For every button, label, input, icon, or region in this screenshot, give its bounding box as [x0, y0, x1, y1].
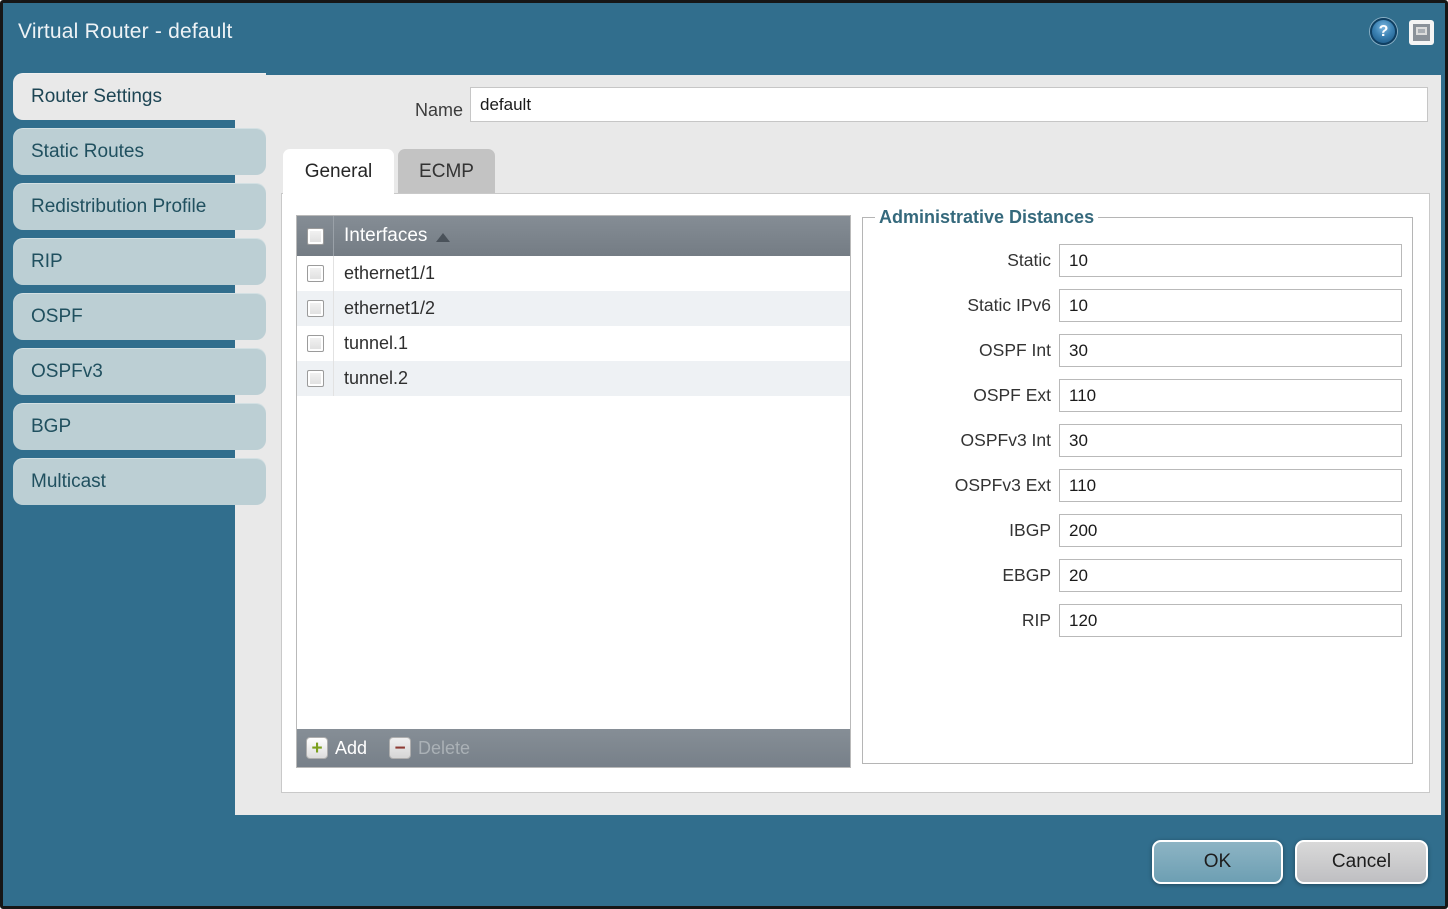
rip-input[interactable]: [1059, 604, 1402, 637]
admin-field-row: EBGP: [873, 559, 1402, 592]
tab-ecmp[interactable]: ECMP: [398, 149, 495, 194]
sidebar-item-label: Multicast: [31, 470, 106, 492]
name-label: Name: [414, 100, 463, 120]
interfaces-header[interactable]: Interfaces: [297, 216, 850, 256]
sidebar-item-label: BGP: [31, 415, 72, 437]
admin-field-row: OSPFv3 Ext: [873, 469, 1402, 502]
ospf-ext-input[interactable]: [1059, 379, 1402, 412]
admin-field-row: OSPF Int: [873, 334, 1402, 367]
tab-general-label: General: [304, 160, 373, 182]
admin-field-row: Static: [873, 244, 1402, 277]
static-input[interactable]: [1059, 244, 1402, 277]
name-input[interactable]: [470, 87, 1428, 122]
row-checkbox[interactable]: [306, 335, 324, 352]
sidebar-item-label: Static Routes: [31, 140, 144, 162]
ospfv3-ext-label: OSPFv3 Ext: [954, 475, 1051, 495]
sidebar-item-label: OSPF: [31, 305, 83, 327]
interfaces-table: Interfaces ethernet1/1 ethernet1/2 tunne…: [296, 215, 851, 768]
row-checkbox[interactable]: [306, 300, 324, 317]
ospf-ext-label: OSPF Ext: [973, 385, 1051, 405]
ospfv3-ext-input[interactable]: [1059, 469, 1402, 502]
dialog-title: Virtual Router - default: [18, 20, 233, 43]
sidebar-item-multicast[interactable]: Multicast: [13, 458, 266, 505]
administrative-distances-title: Administrative Distances: [879, 207, 1095, 227]
select-all-checkbox[interactable]: [306, 227, 324, 245]
sidebar-item-redistribution-profile[interactable]: Redistribution Profile: [13, 183, 266, 230]
sidebar-item-label: OSPFv3: [31, 360, 103, 382]
add-icon: +: [306, 737, 328, 759]
table-row[interactable]: ethernet1/2: [297, 291, 850, 326]
interface-name: ethernet1/2: [344, 298, 436, 318]
ospf-int-input[interactable]: [1059, 334, 1402, 367]
window-icon-frame: [1413, 24, 1430, 41]
ospf-int-label: OSPF Int: [979, 340, 1051, 360]
add-button[interactable]: + Add: [306, 737, 367, 759]
sidebar-item-router-settings[interactable]: Router Settings: [13, 73, 266, 120]
delete-button-label: Delete: [418, 737, 471, 758]
main-panel: Name ECMP General Interfaces: [235, 75, 1441, 815]
ibgp-label: IBGP: [1009, 520, 1051, 540]
sidebar-item-label: Router Settings: [31, 85, 162, 107]
sidebar-item-ospfv3[interactable]: OSPFv3: [13, 348, 266, 395]
sidebar-item-rip[interactable]: RIP: [13, 238, 266, 285]
row-checkbox[interactable]: [306, 265, 324, 282]
table-row[interactable]: tunnel.2: [297, 361, 850, 396]
admin-field-row: Static IPv6: [873, 289, 1402, 322]
ibgp-input[interactable]: [1059, 514, 1402, 547]
interfaces-body: ethernet1/1 ethernet1/2 tunnel.1 tunnel.…: [297, 256, 850, 729]
static-label: Static: [1007, 250, 1051, 270]
sidebar-item-ospf[interactable]: OSPF: [13, 293, 266, 340]
table-row[interactable]: tunnel.1: [297, 326, 850, 361]
ebgp-label: EBGP: [1002, 565, 1051, 585]
interface-name: ethernet1/1: [344, 263, 436, 283]
static-ipv6-input[interactable]: [1059, 289, 1402, 322]
sidebar-item-label: Redistribution Profile: [31, 195, 207, 217]
sidebar-item-static-routes[interactable]: Static Routes: [13, 128, 266, 175]
table-row[interactable]: ethernet1/1: [297, 256, 850, 291]
table-footer: + Add − Delete: [297, 729, 850, 767]
help-icon[interactable]: ?: [1370, 18, 1397, 45]
admin-field-row: OSPFv3 Int: [873, 424, 1402, 457]
ok-button-label: OK: [1203, 851, 1232, 872]
ebgp-input[interactable]: [1059, 559, 1402, 592]
ospfv3-int-label: OSPFv3 Int: [960, 430, 1051, 450]
rip-label: RIP: [1021, 610, 1051, 630]
static-ipv6-label: Static IPv6: [967, 295, 1051, 315]
help-icon-glyph: ?: [1378, 22, 1389, 40]
sidebar-item-bgp[interactable]: BGP: [13, 403, 266, 450]
window-icon[interactable]: [1409, 20, 1434, 45]
ok-button[interactable]: OK: [1152, 840, 1283, 884]
cancel-button[interactable]: Cancel: [1295, 840, 1428, 884]
window-icon-pane: [1416, 27, 1427, 35]
sidebar: Router Settings Static Routes Redistribu…: [13, 73, 266, 505]
tab-ecmp-label: ECMP: [419, 160, 474, 182]
general-tab-panel: Interfaces ethernet1/1 ethernet1/2 tunne…: [281, 193, 1430, 793]
admin-field-row: OSPF Ext: [873, 379, 1402, 412]
row-checkbox[interactable]: [306, 370, 324, 387]
sidebar-item-label: RIP: [31, 250, 63, 272]
administrative-distances-fieldset: Administrative Distances Static Static I…: [862, 207, 1413, 764]
sort-asc-icon: [436, 233, 451, 242]
cancel-button-label: Cancel: [1331, 851, 1392, 872]
tab-general[interactable]: General: [283, 149, 394, 194]
delete-icon: −: [389, 737, 412, 759]
add-button-label: Add: [335, 737, 368, 758]
interface-name: tunnel.2: [344, 368, 409, 388]
delete-button[interactable]: − Delete: [389, 737, 470, 759]
ospfv3-int-input[interactable]: [1059, 424, 1402, 457]
interface-name: tunnel.1: [344, 333, 409, 353]
interfaces-header-label: Interfaces: [344, 225, 428, 246]
admin-field-row: RIP: [873, 604, 1402, 637]
admin-field-row: IBGP: [873, 514, 1402, 547]
